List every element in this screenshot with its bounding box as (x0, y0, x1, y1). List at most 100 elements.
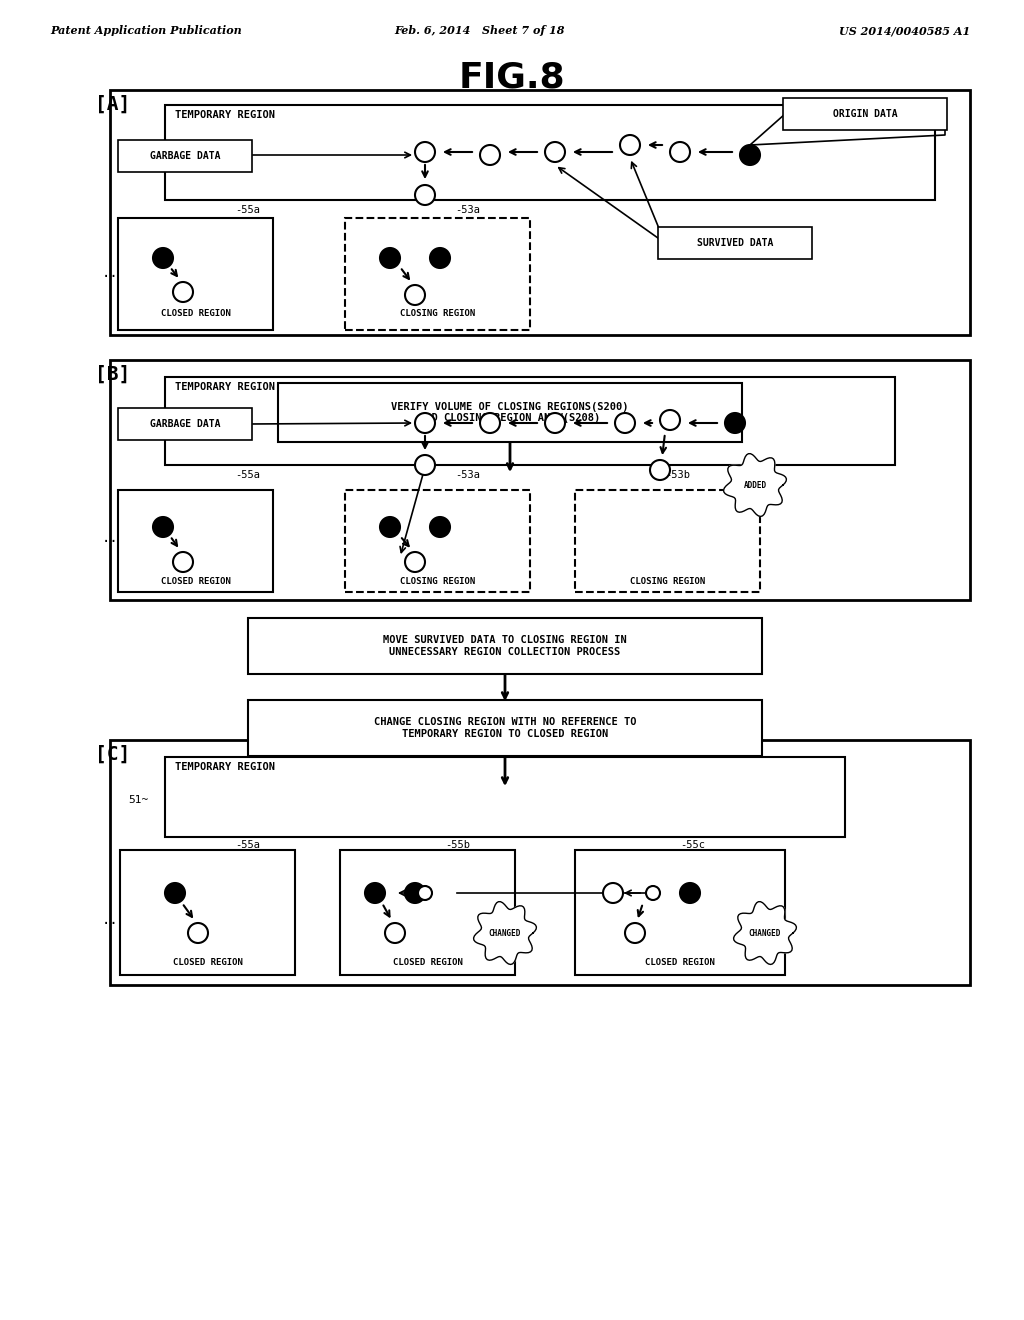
Text: SURVIVED DATA: SURVIVED DATA (696, 238, 773, 248)
Text: TEMPORARY REGION: TEMPORARY REGION (175, 110, 275, 120)
FancyBboxPatch shape (118, 140, 252, 172)
Circle shape (545, 413, 565, 433)
FancyBboxPatch shape (165, 106, 935, 201)
Text: -55b: -55b (445, 840, 470, 850)
Circle shape (646, 886, 660, 900)
Circle shape (480, 145, 500, 165)
Circle shape (415, 413, 435, 433)
Circle shape (430, 248, 450, 268)
FancyBboxPatch shape (118, 408, 252, 440)
Circle shape (153, 248, 173, 268)
Circle shape (415, 185, 435, 205)
Circle shape (385, 923, 406, 942)
Text: MOVE SURVIVED DATA TO CLOSING REGION IN
UNNECESSARY REGION COLLECTION PROCESS: MOVE SURVIVED DATA TO CLOSING REGION IN … (383, 635, 627, 657)
FancyBboxPatch shape (783, 98, 947, 129)
Text: 51~: 51~ (128, 414, 148, 425)
Text: FIG.8: FIG.8 (459, 59, 565, 94)
Circle shape (380, 248, 400, 268)
Circle shape (430, 517, 450, 537)
FancyBboxPatch shape (575, 490, 760, 591)
FancyBboxPatch shape (658, 227, 812, 259)
Circle shape (680, 883, 700, 903)
Text: TEMPORARY REGION: TEMPORARY REGION (175, 381, 275, 392)
Circle shape (418, 886, 432, 900)
FancyBboxPatch shape (345, 490, 530, 591)
FancyBboxPatch shape (340, 850, 515, 975)
Text: ADDED: ADDED (743, 480, 767, 490)
Circle shape (670, 143, 690, 162)
Text: CLOSING REGION: CLOSING REGION (400, 577, 475, 586)
Text: 51~: 51~ (128, 145, 148, 154)
Text: GARBAGE DATA: GARBAGE DATA (150, 150, 220, 161)
Text: GARBAGE DATA: GARBAGE DATA (150, 418, 220, 429)
Text: [B]: [B] (95, 366, 130, 384)
Circle shape (173, 552, 193, 572)
Circle shape (415, 143, 435, 162)
Circle shape (660, 411, 680, 430)
Text: CLOSED REGION: CLOSED REGION (645, 958, 715, 968)
Text: [A]: [A] (95, 95, 130, 114)
Text: ..: .. (102, 531, 119, 545)
Polygon shape (733, 902, 797, 965)
Circle shape (406, 285, 425, 305)
Circle shape (650, 459, 670, 480)
Text: ORIGIN DATA: ORIGIN DATA (833, 110, 897, 119)
Circle shape (545, 143, 565, 162)
Text: CLOSED REGION: CLOSED REGION (173, 958, 243, 968)
Text: -55c: -55c (680, 840, 705, 850)
Text: CHANGED: CHANGED (749, 928, 781, 937)
FancyBboxPatch shape (345, 218, 530, 330)
Text: -53a: -53a (455, 205, 480, 215)
Text: CHANGED: CHANGED (488, 928, 521, 937)
Text: CLOSING REGION: CLOSING REGION (630, 577, 706, 586)
Circle shape (406, 883, 425, 903)
Circle shape (153, 517, 173, 537)
Circle shape (725, 413, 745, 433)
Circle shape (620, 135, 640, 154)
FancyBboxPatch shape (118, 490, 273, 591)
Text: US 2014/0040585 A1: US 2014/0040585 A1 (839, 25, 970, 36)
Circle shape (625, 923, 645, 942)
Text: -53b: -53b (665, 470, 690, 480)
Text: TEMPORARY REGION: TEMPORARY REGION (175, 762, 275, 772)
FancyBboxPatch shape (110, 360, 970, 601)
Text: -55a: -55a (234, 840, 260, 850)
Text: CLOSED REGION: CLOSED REGION (161, 309, 230, 318)
Text: 51~: 51~ (128, 795, 148, 805)
Circle shape (188, 923, 208, 942)
Circle shape (173, 282, 193, 302)
FancyBboxPatch shape (165, 378, 895, 465)
Circle shape (165, 883, 185, 903)
Text: CLOSED REGION: CLOSED REGION (161, 577, 230, 586)
Polygon shape (473, 902, 537, 965)
Text: -55a: -55a (234, 470, 260, 480)
Circle shape (480, 413, 500, 433)
Text: CHANGE CLOSING REGION WITH NO REFERENCE TO
TEMPORARY REGION TO CLOSED REGION: CHANGE CLOSING REGION WITH NO REFERENCE … (374, 717, 636, 739)
FancyBboxPatch shape (165, 756, 845, 837)
Text: -53a: -53a (455, 470, 480, 480)
Circle shape (603, 883, 623, 903)
FancyBboxPatch shape (248, 618, 762, 675)
Circle shape (406, 552, 425, 572)
Polygon shape (724, 454, 786, 516)
Text: Patent Application Publication: Patent Application Publication (50, 25, 242, 36)
Text: -55a: -55a (234, 205, 260, 215)
FancyBboxPatch shape (575, 850, 785, 975)
Text: [C]: [C] (95, 744, 130, 764)
FancyBboxPatch shape (110, 741, 970, 985)
Text: Feb. 6, 2014   Sheet 7 of 18: Feb. 6, 2014 Sheet 7 of 18 (394, 25, 565, 36)
Text: CLOSED REGION: CLOSED REGION (392, 958, 463, 968)
Circle shape (415, 455, 435, 475)
Circle shape (740, 145, 760, 165)
Text: CLOSING REGION: CLOSING REGION (400, 309, 475, 318)
Text: ..: .. (102, 913, 119, 927)
FancyBboxPatch shape (110, 90, 970, 335)
FancyBboxPatch shape (278, 383, 742, 442)
FancyBboxPatch shape (248, 700, 762, 756)
FancyBboxPatch shape (120, 850, 295, 975)
Circle shape (615, 413, 635, 433)
FancyBboxPatch shape (118, 218, 273, 330)
Circle shape (365, 883, 385, 903)
Text: ..: .. (102, 267, 119, 280)
Circle shape (380, 517, 400, 537)
